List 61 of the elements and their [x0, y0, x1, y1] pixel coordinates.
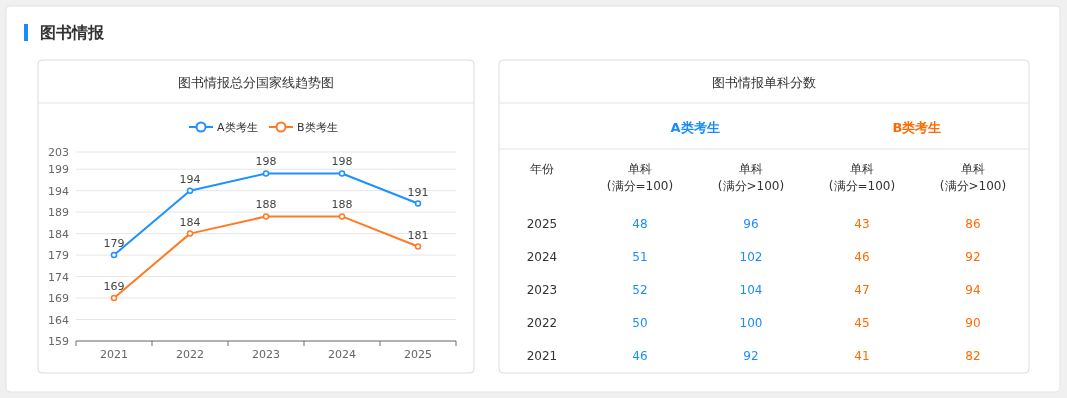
legend-label: B类考生	[297, 121, 338, 134]
data-label: 43	[854, 217, 870, 231]
x-tick-label: 单科 (满分=100)	[606, 162, 674, 193]
y-tick-label: 2025	[526, 217, 558, 231]
y-tick-label: 169	[48, 292, 69, 306]
data-label: 51	[632, 250, 648, 264]
data-label: 92	[965, 250, 981, 264]
data-label: 82	[965, 349, 981, 363]
chart-title: 图书情报单科分数	[712, 75, 816, 90]
data-label: 198	[255, 155, 277, 169]
y-tick-label: 199	[48, 163, 69, 177]
y-tick-label: 179	[48, 249, 69, 263]
y-tick-label: 203	[48, 146, 69, 159]
text: A类考生	[670, 120, 720, 135]
data-label: 104	[739, 283, 763, 297]
y-tick-label: 159	[48, 335, 69, 348]
data-label: 92	[743, 349, 759, 363]
data-label: 181	[407, 228, 429, 242]
data-label: 86	[965, 217, 981, 231]
data-label: 188	[331, 198, 353, 212]
data-label: 102	[739, 250, 763, 264]
data-label: 169	[103, 280, 125, 294]
data-label: 46	[632, 349, 648, 363]
data-label: 94	[965, 283, 981, 297]
x-tick-label: 单科 (满分>100)	[939, 162, 1007, 193]
text: B类考生	[892, 120, 942, 135]
data-label: 184	[179, 215, 201, 229]
text: 图书情报	[40, 23, 105, 42]
data-label: 198	[331, 155, 353, 169]
y-tick-label: 2024	[526, 250, 558, 264]
x-tick-label: 2022	[176, 348, 204, 361]
data-label: 47	[854, 283, 870, 297]
y-tick-label: 184	[48, 227, 69, 241]
data-label: 48	[632, 217, 648, 231]
data-label: 96	[743, 217, 759, 231]
x-tick-label: 单科 (满分>100)	[717, 162, 785, 193]
y-tick-label: 164	[48, 313, 69, 327]
data-label: 41	[854, 349, 870, 363]
y-tick-label: 2022	[526, 316, 558, 330]
data-label: 100	[739, 316, 763, 330]
data-label: 179	[103, 237, 125, 251]
chart-title: 图书情报总分国家线趋势图	[178, 75, 334, 90]
x-tick-label: 2021	[100, 348, 128, 361]
data-label: 194	[179, 172, 201, 186]
y-tick-label: 189	[48, 206, 69, 220]
x-tick-label: 2025	[404, 348, 432, 361]
data-label: 191	[407, 185, 429, 199]
text: 年份	[530, 162, 554, 176]
data-label: 52	[632, 283, 648, 297]
y-tick-label: 2023	[526, 283, 558, 297]
legend-label: A类考生	[217, 121, 258, 134]
x-tick-label: 2024	[328, 348, 356, 361]
data-label: 45	[854, 316, 870, 330]
data-label: 50	[632, 316, 648, 330]
x-tick-label: 2023	[252, 348, 280, 361]
data-label: 46	[854, 250, 870, 264]
data-label: 188	[255, 198, 277, 212]
x-tick-label: 单科 (满分=100)	[828, 162, 896, 193]
y-tick-label: 194	[48, 184, 69, 198]
y-tick-label: 174	[48, 270, 69, 284]
data-label: 90	[965, 316, 981, 330]
